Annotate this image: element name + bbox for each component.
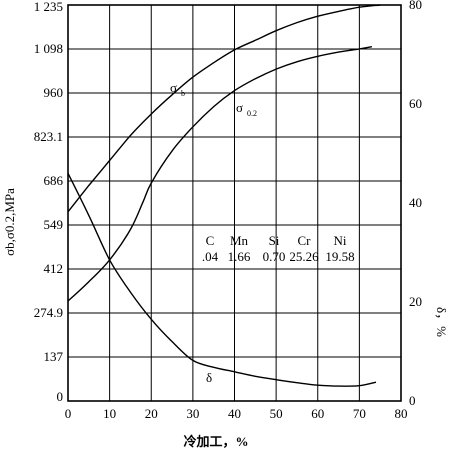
x-tick-label: 60 — [311, 406, 324, 421]
x-tick-label: 40 — [228, 406, 241, 421]
x-tick-label: 80 — [395, 406, 408, 421]
sigma-02-curve-label: σ 0.2 — [236, 100, 257, 118]
y-left-tick-label: 960 — [44, 85, 64, 100]
y-left-tick-label: 0 — [57, 389, 64, 404]
y-left-tick-label: 137 — [44, 349, 64, 364]
delta-curve-label: δ — [206, 370, 212, 385]
x-tick-label: 70 — [353, 406, 366, 421]
composition-element: Si — [269, 233, 280, 248]
y-left-tick-label: 274.9 — [34, 305, 63, 320]
composition-value: .04 — [202, 249, 219, 264]
composition-element: Cr — [298, 233, 312, 248]
y-right-axis-label: δ，% — [434, 307, 449, 337]
x-tick-label: 0 — [65, 406, 72, 421]
composition-element: Mn — [230, 233, 249, 248]
y-right-tick-label: 20 — [409, 294, 422, 309]
svg-text:σ: σ — [236, 100, 243, 115]
sigma-b-curve-label: σ b — [170, 80, 185, 98]
series-layer — [67, 4, 381, 387]
y-left-tick-label: 823.1 — [34, 129, 63, 144]
y-left-tick-label: 1 098 — [34, 41, 63, 56]
y-right-tick-labels: 0 20 40 60 80 — [409, 0, 422, 408]
composition-element: C — [206, 233, 215, 248]
composition-element: Ni — [334, 233, 347, 248]
grid — [67, 4, 402, 402]
y-right-tick-label: 60 — [409, 96, 422, 111]
y-left-tick-label: 686 — [44, 173, 64, 188]
svg-text:b: b — [181, 89, 185, 98]
svg-text:σ: σ — [170, 80, 177, 95]
x-tick-labels: 0 10 20 30 40 50 60 70 80 — [65, 406, 408, 421]
x-axis-label: 冷加工，% — [183, 434, 248, 449]
composition-value: 25.26 — [289, 249, 319, 264]
svg-text:0.2: 0.2 — [247, 109, 257, 118]
composition-value: 1.66 — [228, 249, 251, 264]
y-right-tick-label: 0 — [409, 393, 416, 408]
delta-line — [67, 172, 377, 387]
sigma-02-line — [67, 46, 373, 302]
y-left-tick-label: 412 — [44, 261, 64, 276]
x-tick-label: 20 — [145, 406, 158, 421]
composition-value: 19.58 — [325, 249, 354, 264]
y-left-tick-label: 549 — [44, 217, 64, 232]
composition-value: 0.70 — [263, 249, 286, 264]
y-left-tick-labels: 0 137 274.9 412 549 686 823.1 960 1 098 1 235 — [34, 0, 64, 404]
y-right-tick-label: 40 — [409, 195, 422, 210]
x-tick-label: 10 — [103, 406, 116, 421]
composition-table: C Mn Si Cr Ni .04 1.66 0.70 25.26 19.58 — [202, 233, 355, 264]
y-right-tick-label: 80 — [409, 0, 422, 12]
y-left-tick-label: 1 235 — [34, 0, 63, 14]
x-tick-label: 50 — [270, 406, 283, 421]
y-left-axis-label: σb,σ0.2,MPa — [2, 188, 17, 256]
x-tick-label: 30 — [186, 406, 199, 421]
plot-frame — [67, 4, 402, 402]
sigma-b-line — [67, 4, 381, 213]
